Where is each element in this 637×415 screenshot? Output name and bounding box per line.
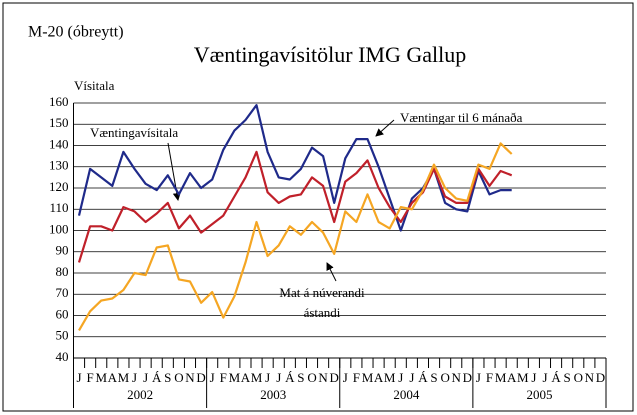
y-tick-label: 50 <box>56 328 69 343</box>
y-tick-label: 90 <box>56 243 69 258</box>
series-line <box>77 104 512 232</box>
x-tick-label: N <box>185 370 195 385</box>
x-tick-label: J <box>343 370 348 385</box>
x-tick-label: S <box>297 370 304 385</box>
x-tick-label: A <box>241 370 251 385</box>
annotation: ástandi <box>304 305 341 320</box>
annotation: Væntingar til 6 mánaða <box>400 110 523 125</box>
x-tick-label: O <box>174 370 183 385</box>
x-tick-label: O <box>440 370 449 385</box>
x-tick-label: D <box>196 370 205 385</box>
annotation-arrow <box>375 119 395 137</box>
x-tick-label: F <box>353 370 360 385</box>
x-tick-label: J <box>77 370 82 385</box>
x-tick-label: Á <box>418 370 428 385</box>
x-tick-label: D <box>463 370 472 385</box>
x-tick-label: M <box>95 370 107 385</box>
x-tick-label: J <box>542 370 547 385</box>
annotation: Væntingavísitala <box>90 125 178 140</box>
year-label: 2004 <box>393 387 420 402</box>
x-tick-label: N <box>452 370 462 385</box>
x-tick-label: M <box>229 370 241 385</box>
x-tick-label: J <box>265 370 270 385</box>
x-tick-label: D <box>596 370 605 385</box>
x-tick-label: Á <box>551 370 561 385</box>
x-tick-label: M <box>118 370 130 385</box>
y-tick-label: 150 <box>49 115 69 130</box>
x-tick-label: D <box>330 370 339 385</box>
x-tick-label: Á <box>285 370 295 385</box>
x-tick-label: A <box>507 370 517 385</box>
x-tick-label: J <box>409 370 414 385</box>
x-tick-label: S <box>164 370 171 385</box>
x-tick-label: O <box>307 370 316 385</box>
x-tick-label: F <box>220 370 227 385</box>
year-label: 2005 <box>526 387 552 402</box>
x-tick-label: M <box>495 370 507 385</box>
x-tick-label: J <box>276 370 281 385</box>
x-tick-label: A <box>108 370 118 385</box>
x-tick-label: J <box>476 370 481 385</box>
y-tick-label: 110 <box>49 200 68 215</box>
y-axis-label: Vísitala <box>74 78 115 93</box>
x-tick-label: J <box>143 370 148 385</box>
x-tick-label: F <box>87 370 94 385</box>
x-tick-label: J <box>210 370 215 385</box>
y-tick-label: 100 <box>49 221 69 236</box>
chart-code: M-20 (óbreytt) <box>28 24 124 41</box>
y-tick-label: 80 <box>56 264 69 279</box>
x-tick-label: S <box>564 370 571 385</box>
x-tick-label: A <box>374 370 384 385</box>
y-tick-label: 70 <box>56 285 69 300</box>
series-line <box>78 142 513 331</box>
y-tick-label: 140 <box>49 136 69 151</box>
x-tick-label: M <box>251 370 263 385</box>
x-tick-label: N <box>318 370 328 385</box>
x-tick-label: F <box>486 370 493 385</box>
year-label: 2003 <box>260 387 286 402</box>
year-label: 2002 <box>127 387 153 402</box>
y-tick-label: 120 <box>49 179 69 194</box>
x-tick-label: J <box>531 370 536 385</box>
x-tick-label: S <box>430 370 437 385</box>
x-tick-label: O <box>574 370 583 385</box>
y-tick-label: 160 <box>49 94 69 109</box>
chart-title: Væntingavísitölur IMG Gallup <box>194 42 467 67</box>
x-tick-label: M <box>517 370 529 385</box>
x-tick-label: J <box>132 370 137 385</box>
x-tick-label: M <box>384 370 396 385</box>
x-tick-label: J <box>398 370 403 385</box>
series-line <box>77 150 513 263</box>
annotation: Mat á núverandi <box>279 285 365 300</box>
x-tick-label: M <box>362 370 374 385</box>
x-tick-label: Á <box>152 370 162 385</box>
y-tick-label: 130 <box>49 158 69 173</box>
y-tick-label: 40 <box>56 349 69 364</box>
y-tick-label: 60 <box>56 306 69 321</box>
annotation-arrow <box>326 262 337 282</box>
x-tick-label: N <box>585 370 595 385</box>
